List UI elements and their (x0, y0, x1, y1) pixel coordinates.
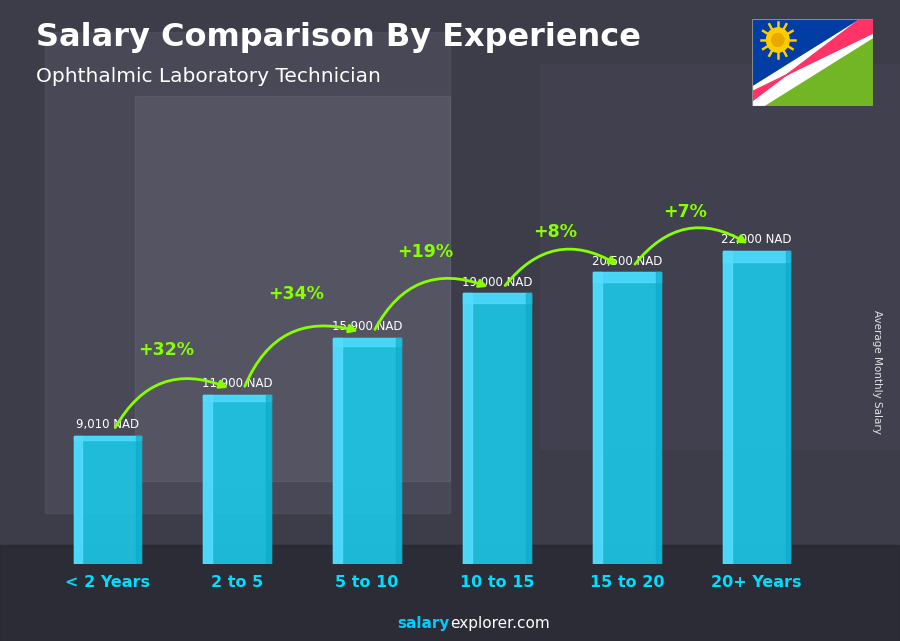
Bar (203, 395, 212, 564)
Text: +32%: +32% (138, 341, 194, 359)
Text: 20,500 NAD: 20,500 NAD (591, 254, 662, 268)
Bar (526, 294, 531, 564)
Circle shape (767, 28, 789, 52)
Text: 22,000 NAD: 22,000 NAD (721, 233, 792, 246)
Bar (396, 338, 400, 564)
Text: 11,900 NAD: 11,900 NAD (202, 378, 273, 390)
Bar (593, 272, 602, 564)
Polygon shape (752, 19, 873, 106)
Bar (137, 436, 141, 564)
Bar (0, 545, 900, 641)
Bar (74, 436, 141, 564)
Bar (723, 251, 790, 262)
Text: explorer.com: explorer.com (450, 617, 550, 631)
Bar (656, 272, 661, 564)
Bar (45, 32, 450, 513)
Text: 15,900 NAD: 15,900 NAD (332, 320, 402, 333)
Text: Salary Comparison By Experience: Salary Comparison By Experience (36, 22, 641, 53)
Bar (203, 395, 271, 564)
Bar (593, 272, 661, 282)
Bar (786, 251, 790, 564)
Polygon shape (752, 19, 873, 101)
Bar (203, 395, 271, 401)
Bar (593, 272, 661, 564)
Bar (135, 96, 450, 481)
Text: +7%: +7% (663, 203, 707, 221)
Circle shape (772, 33, 784, 47)
Bar (540, 64, 900, 449)
Bar (723, 251, 732, 564)
Bar (333, 338, 400, 564)
Bar (74, 436, 83, 564)
Text: 9,010 NAD: 9,010 NAD (76, 419, 139, 431)
Bar (333, 338, 342, 564)
Bar (74, 436, 141, 440)
Bar (464, 294, 472, 564)
Bar (266, 395, 271, 564)
Bar (723, 251, 790, 564)
Bar (333, 338, 400, 345)
Bar (464, 294, 531, 564)
Text: +19%: +19% (398, 243, 454, 261)
Text: Average Monthly Salary: Average Monthly Salary (872, 310, 883, 434)
Text: salary: salary (398, 617, 450, 631)
Text: 19,000 NAD: 19,000 NAD (462, 276, 532, 289)
Polygon shape (752, 19, 873, 106)
Text: +8%: +8% (534, 222, 577, 241)
Text: +34%: +34% (267, 285, 324, 303)
Polygon shape (752, 19, 873, 106)
Bar (464, 294, 531, 303)
Text: Ophthalmic Laboratory Technician: Ophthalmic Laboratory Technician (36, 67, 381, 87)
